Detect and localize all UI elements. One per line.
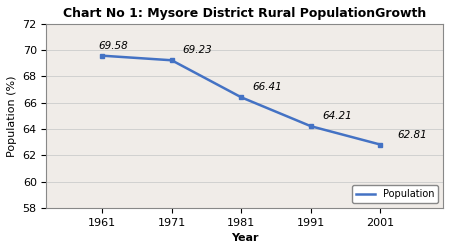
Text: 62.81: 62.81 [397,130,427,140]
X-axis label: Year: Year [231,233,258,243]
Text: 64.21: 64.21 [322,111,352,121]
Population [169,59,175,62]
Line: Population: Population [102,56,380,144]
Population [238,96,244,99]
Population [308,125,314,128]
Text: 66.41: 66.41 [252,82,282,92]
Text: 69.23: 69.23 [183,45,212,55]
Text: 69.58: 69.58 [98,41,128,51]
Title: Chart No 1: Mysore District Rural PopulationGrowth: Chart No 1: Mysore District Rural Popula… [63,7,427,20]
Y-axis label: Population (%): Population (%) [7,75,17,156]
Population [99,54,105,57]
Legend: Population: Population [352,185,438,203]
Population [378,143,383,146]
